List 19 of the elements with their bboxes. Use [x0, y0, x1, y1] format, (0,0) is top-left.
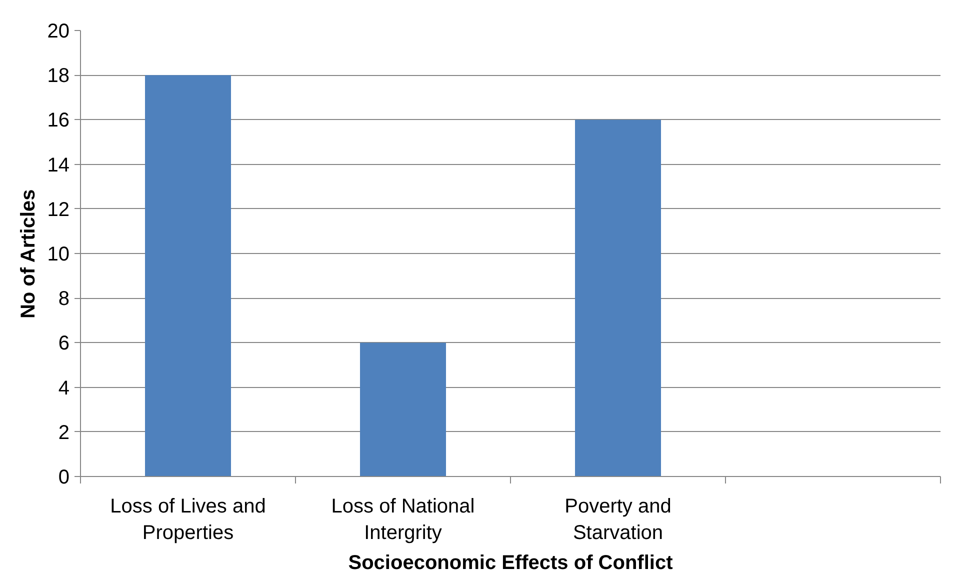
bar: [145, 75, 231, 476]
x-tick-label: Loss of Lives and Properties: [110, 496, 266, 544]
y-tick-label: 10: [47, 244, 70, 266]
y-axis-title: No of Articles: [17, 189, 40, 319]
y-tick-label: 20: [47, 20, 70, 42]
y-tick-label: 4: [58, 377, 70, 400]
y-tick-label: 8: [58, 288, 70, 310]
y-tick-label: 0: [58, 466, 70, 488]
x-tick-label: Loss of National Intergrity: [331, 496, 475, 544]
bar: [575, 120, 661, 476]
x-tick-label: Poverty and Starvation: [564, 496, 672, 544]
bar: [360, 342, 446, 476]
y-tick-label: 14: [47, 154, 70, 176]
y-tick-label: 18: [47, 65, 70, 88]
y-tick-label: 2: [58, 422, 70, 444]
y-tick-label: 16: [47, 110, 70, 132]
y-tick-label: 12: [47, 198, 70, 221]
x-axis-title: Socioeconomic Effects of Conflict: [348, 552, 674, 574]
y-tick-label: 6: [58, 332, 70, 355]
